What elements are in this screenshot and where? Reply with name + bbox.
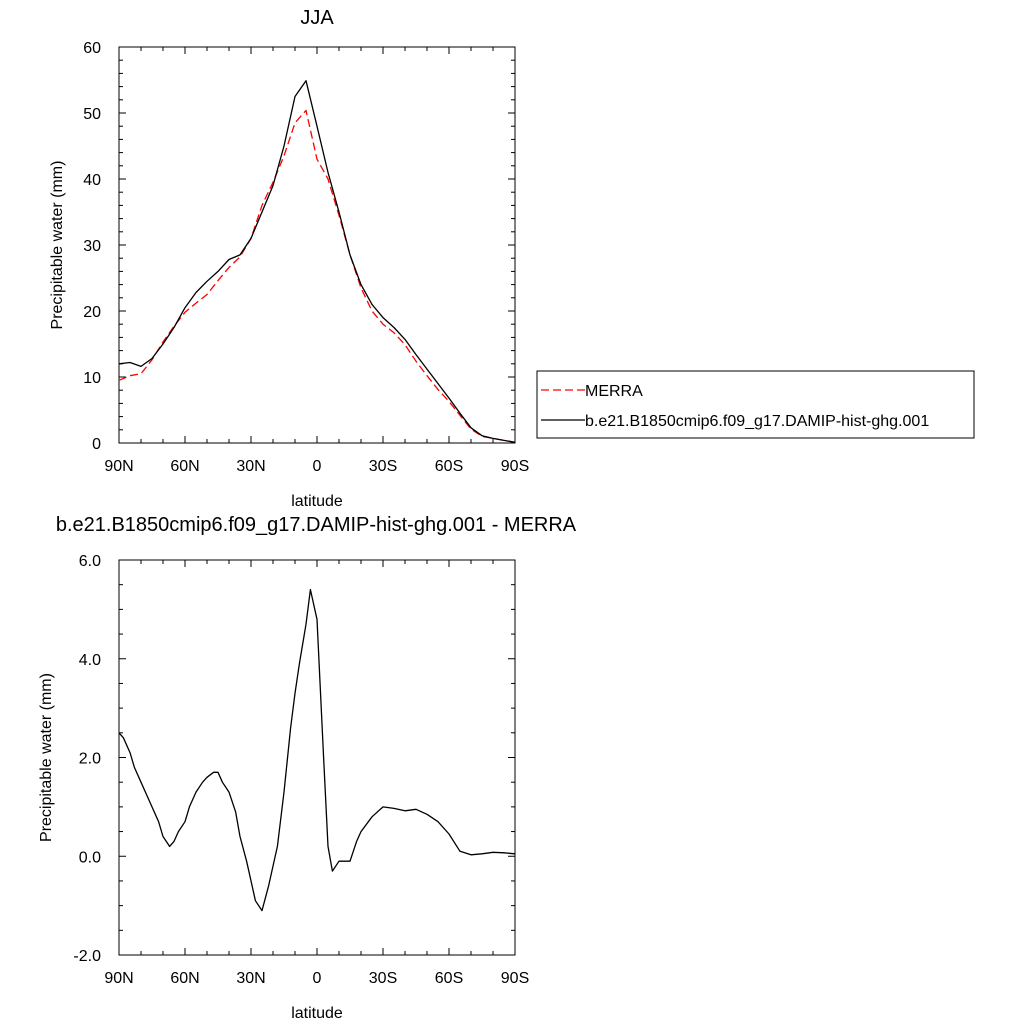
y-tick-label: 6.0 [79,553,101,570]
y-tick-label: -2.0 [73,948,101,965]
x-tick-label: 0 [313,458,322,475]
x-tick-label: 60N [170,458,199,475]
series-line-1 [118,109,516,443]
legend-label-2: b.e21.B1850cmip6.f09_g17.DAMIP-hist-ghg.… [585,413,929,430]
y-tick-label: 40 [83,172,101,189]
x-tick-label: 30N [236,970,265,987]
x-tick-label: 60S [435,970,463,987]
y-axis-label: Precipitable water (mm) [49,161,66,330]
y-tick-label: 0 [92,436,101,453]
plot-frame-1 [118,46,516,444]
x-tick-label: 30S [369,458,397,475]
y-tick-label: 50 [83,106,101,123]
y-tick-label: 4.0 [79,652,101,669]
y-axis-label: Precipitable water (mm) [38,673,55,842]
series-line-2 [118,80,516,443]
x-axis-label: latitude [291,493,343,510]
chart-title-1: JJA [300,7,334,29]
x-tick-label: 90S [501,458,529,475]
y-tick-label: 30 [83,238,101,255]
y-tick-label: 0.0 [79,849,101,866]
x-tick-label: 30N [236,458,265,475]
x-tick-label: 60N [170,970,199,987]
chart-title-2: b.e21.B1850cmip6.f09_g17.DAMIP-hist-ghg.… [56,514,577,536]
x-axis-label: latitude [291,1005,343,1022]
legend-label-1: MERRA [585,383,643,400]
y-tick-label: 20 [83,304,101,321]
x-tick-label: 0 [313,970,322,987]
x-tick-label: 90S [501,970,529,987]
x-tick-label: 90N [104,458,133,475]
legend-box [536,370,975,439]
x-tick-label: 60S [435,458,463,475]
series-line-1 [118,588,516,912]
y-tick-label: 2.0 [79,751,101,768]
y-tick-label: 10 [83,370,101,387]
x-tick-label: 30S [369,970,397,987]
x-tick-label: 90N [104,970,133,987]
y-tick-label: 60 [83,40,101,57]
